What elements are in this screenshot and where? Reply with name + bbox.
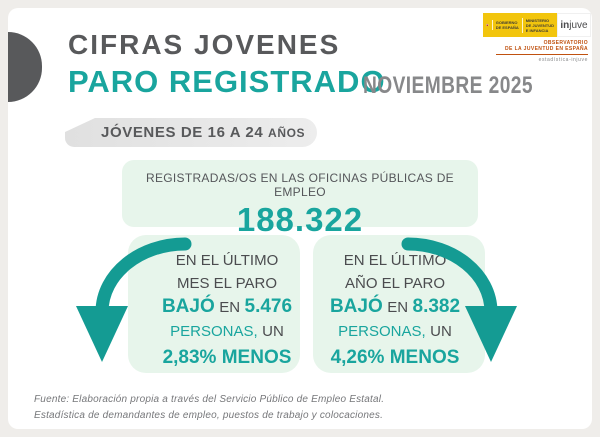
month-connector: EN	[219, 299, 241, 316]
source-footer-line2: Estadística de demandantes de empleo, pu…	[34, 410, 384, 421]
source-footer: Fuente: Elaboración propia a través del …	[34, 392, 384, 424]
observatorio-divider	[496, 54, 588, 55]
registered-label: REGISTRADAS/OS EN LAS OFICINAS PÚBLICAS …	[145, 171, 454, 199]
year-un: UN	[430, 323, 452, 340]
source-footer-line1: Fuente: Elaboración propia a través del …	[34, 394, 385, 405]
injuve-logo-bold: in	[560, 19, 570, 31]
government-logo-bar: GOBIERNO DE ESPAÑA MINISTERIO DE JUVENTU…	[483, 13, 557, 37]
page-title-line2: PARO REGISTRADO	[68, 64, 386, 99]
month-amount: 5.476	[244, 296, 293, 317]
month-line2: MES EL PARO	[176, 275, 278, 292]
ministerio-line3: E INFANCIA	[525, 27, 549, 33]
month-un: UN	[262, 323, 284, 340]
spain-coat-of-arms-icon	[486, 23, 489, 27]
year-connector: EN	[387, 299, 409, 316]
content-card: CIFRAS JOVENES PARO REGISTRADO NOVIEMBRE…	[8, 8, 592, 429]
observatorio-line2: DE LA JUVENTUD EN ESPAÑA	[505, 46, 588, 52]
gobierno-line2: DE ESPAÑA	[495, 25, 519, 30]
registered-total-box: REGISTRADAS/OS EN LAS OFICINAS PÚBLICAS …	[122, 160, 478, 238]
injuve-logo-rest: juve	[569, 19, 588, 31]
report-date: NOVIEMBRE 2025	[363, 72, 533, 99]
decorative-halfcircle	[8, 32, 42, 102]
observatorio-line1: OBSERVATORIO	[543, 40, 588, 46]
injuve-logo: in juve	[557, 13, 591, 37]
year-personas: PERSONAS,	[338, 323, 426, 340]
month-line1: EN EL ÚLTIMO	[175, 252, 279, 269]
year-percent: 4,26% MENOS	[330, 347, 460, 368]
observatorio-block: OBSERVATORIO DE LA JUVENTUD EN ESPAÑA es…	[496, 40, 588, 63]
gobierno-line1: GOBIERNO	[495, 20, 518, 25]
ministerio-line2: DE JUVENTUD	[525, 22, 554, 28]
month-personas: PERSONAS,	[170, 323, 258, 340]
month-percent: 2,83% MENOS	[162, 347, 292, 368]
year-verb: BAJÓ	[329, 296, 383, 317]
down-arrow-right-icon	[401, 237, 517, 362]
page-title-line1: CIFRAS JOVENES	[68, 29, 341, 60]
year-amount: 8.382	[412, 296, 461, 317]
month-change-panel: EN EL ÚLTIMO MES EL PARO BAJÓ EN 5.476 P…	[128, 235, 300, 373]
month-verb: BAJÓ	[161, 296, 215, 317]
title-block: CIFRAS JOVENES PARO REGISTRADO	[68, 29, 386, 100]
down-arrow-left-icon	[76, 237, 192, 362]
year-line1: EN EL ÚLTIMO	[343, 252, 447, 269]
age-range-text: JÓVENES DE 16 A 24	[101, 124, 264, 141]
gobierno-label: GOBIERNO DE ESPAÑA	[491, 20, 519, 30]
ministerio-line1: MINISTERIO	[525, 17, 550, 23]
age-range-suffix: AÑOS	[268, 126, 306, 140]
ministerio-label: MINISTERIO DE JUVENTUD E INFANCIA	[521, 17, 554, 33]
year-line2: AÑO EL PARO	[344, 275, 446, 292]
age-range-badge: JÓVENES DE 16 A 24 AÑOS	[65, 118, 317, 147]
observatorio-subtext: estadística-injuve	[538, 57, 588, 63]
registered-value: 188.322	[236, 201, 364, 238]
